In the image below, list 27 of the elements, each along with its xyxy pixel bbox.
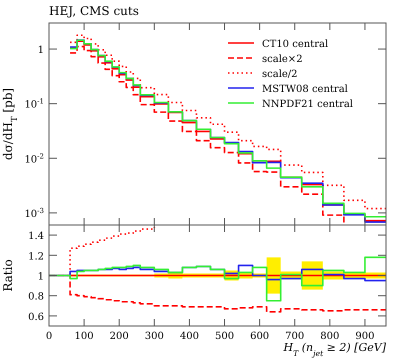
x-tick-label: 0 [46, 331, 52, 342]
legend-label: scale/2 [262, 69, 298, 80]
y-tick-label: 10$^{-2}$ [24, 152, 44, 166]
x-axis-title: H$_{T}$ (n$_{jet}$ ≥ 2) [GeV] [282, 341, 387, 358]
y-tick-label: 0.6 [28, 312, 44, 323]
x-tick-label: 100 [74, 331, 94, 342]
y-axis-title: Ratio [1, 259, 15, 292]
legend-label: scale×2 [262, 54, 303, 65]
x-tick-label: 700 [285, 331, 304, 342]
x-tick-label: 900 [355, 331, 374, 342]
y-tick-label: 10$^{-3}$ [24, 206, 44, 220]
y-tick-label: 0.8 [28, 292, 44, 303]
y-tick-label: 1 [38, 272, 44, 282]
chart-title: HEJ, CMS cuts [49, 4, 139, 18]
x-tick-label: 200 [110, 331, 129, 342]
legend-label: CT10 central [262, 39, 328, 50]
x-tick-label: 300 [144, 331, 164, 342]
y-tick-label: 1.2 [28, 251, 44, 262]
legend-label: NNPDF21 central [262, 99, 354, 110]
legend-label: MSTW08 central [262, 84, 348, 95]
y-tick-label: 1 [38, 45, 44, 56]
x-tick-label: 400 [180, 331, 199, 342]
x-tick-label: 800 [320, 331, 340, 342]
x-tick-label: 600 [250, 331, 270, 342]
y-tick-label: 1.4 [28, 231, 44, 242]
y-tick-label: 10$^{-1}$ [24, 98, 44, 111]
x-tick-label: 500 [214, 331, 234, 342]
